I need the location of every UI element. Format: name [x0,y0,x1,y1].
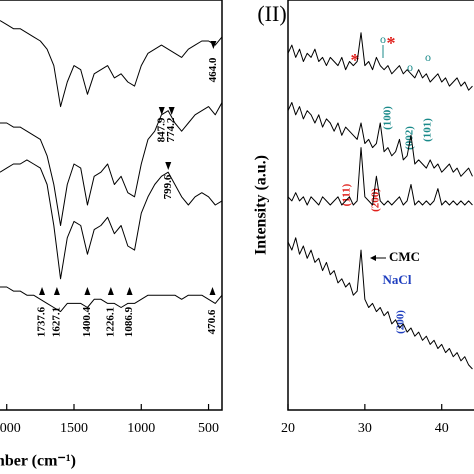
peak-arrow [84,287,91,295]
y-axis-label: Intensity (a.u.) [253,155,270,255]
peak-label: 1627.1 [50,307,62,337]
annotation: (111) [341,183,353,206]
peak-label: 799.6 [162,174,174,199]
peak-arrow [158,107,165,115]
peak-label: 1400.4 [81,306,93,337]
x-axis-label: Wavenumber (cm⁻¹) [0,453,76,470]
peak-label: 1086.9 [123,306,135,337]
x-tick-label: 1000 [127,421,155,436]
peak-label: 1226.1 [104,307,116,337]
panel-title: (II) [257,1,286,26]
peak-arrow [39,287,46,295]
annotation: o [380,32,386,46]
peak-label: 470.6 [206,309,218,334]
spectrum-line [0,286,223,313]
annotation: * [387,33,396,53]
annotation: o [407,60,413,74]
peak-arrow [209,287,216,295]
peak-label: 847.9 [155,117,167,142]
x-tick-label: 1500 [60,421,88,436]
spectrum-line [287,237,473,370]
spectrum-line [287,147,473,206]
peak-arrow [126,287,133,295]
spectrum-line [0,102,223,226]
peak-arrow [165,162,172,170]
x-tick-label: 30 [358,421,372,436]
x-tick-label: 40 [435,421,449,436]
peak-arrow [53,287,60,295]
peak-arrow [168,107,175,115]
spectrum-line [0,159,223,280]
x-tick-label: 500 [198,421,219,436]
spectrum-line [287,32,473,91]
annotation: (200) [395,310,407,334]
peak-arrow [107,287,114,295]
peak-label: 1737.6 [36,306,48,337]
spectrum-line [287,102,473,177]
x-tick-label: 2000 [0,421,21,436]
x-tick-label: 20 [281,421,295,436]
annotation: * [351,50,360,70]
right-frame [287,0,474,411]
annotation: (002) [404,126,416,150]
left-frame [0,0,223,411]
annotation: (100) [382,106,394,130]
peak-arrow [210,41,217,49]
annotation: (101) [422,118,434,142]
peak-label: 464.0 [207,57,219,82]
annotation: (200) [370,188,382,212]
annotation: CMC [389,249,420,264]
peak-label: 774.2 [165,117,177,142]
annotation: NaCl [383,272,412,287]
arrow-head [370,255,376,261]
annotation: o [425,50,431,64]
spectrum-line [0,20,223,108]
